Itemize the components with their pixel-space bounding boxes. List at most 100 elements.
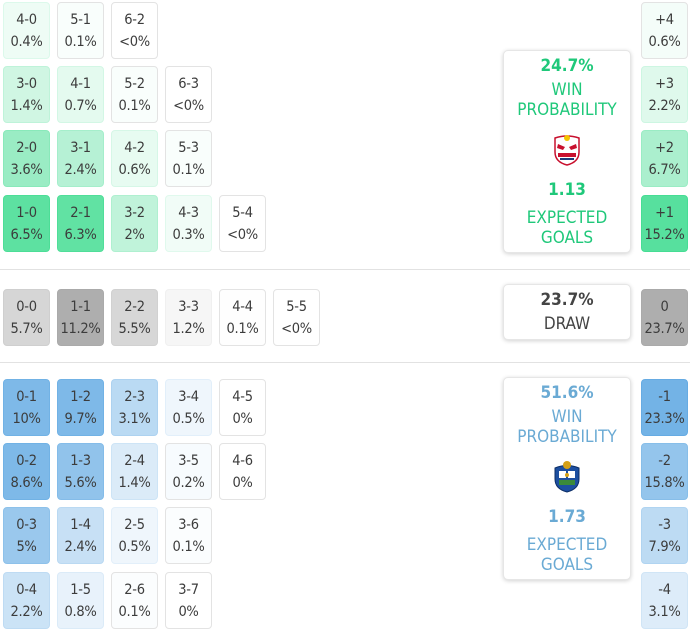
scoreline-probability: 0.7% bbox=[64, 97, 97, 114]
away-score-cell: 1-3 5.6% bbox=[57, 443, 104, 500]
scoreline-label: 1-2 bbox=[70, 388, 91, 405]
away-score-cell: 0-3 5% bbox=[3, 507, 50, 564]
scoreline-label: 4-0 bbox=[16, 11, 37, 28]
scoreline-label: 3-5 bbox=[178, 452, 199, 469]
away-win-label: WIN PROBABILITY bbox=[517, 407, 617, 447]
scoreline-probability: 0% bbox=[178, 603, 199, 620]
draw-score-cell: 0-0 5.7% bbox=[3, 289, 50, 346]
away-margin-cell: -3 7.9% bbox=[641, 507, 688, 564]
scoreline-label: 3-7 bbox=[178, 581, 199, 598]
scoreline-label: 3-0 bbox=[16, 75, 37, 92]
away-score-cell: 1-2 9.7% bbox=[57, 379, 104, 436]
home-summary-card: 24.7% WIN PROBABILITY 1.13 EXPECTED GOAL… bbox=[503, 50, 631, 253]
scoreline-probability: <0% bbox=[227, 226, 258, 243]
scoreline-probability: 8.6% bbox=[10, 474, 43, 491]
home-win-probability: 24.7% bbox=[540, 56, 594, 76]
scoreline-probability: 0% bbox=[232, 410, 253, 427]
away-score-cell: 0-4 2.2% bbox=[3, 572, 50, 629]
scoreline-probability: 2.4% bbox=[64, 161, 97, 178]
scoreline-probability: 0.1% bbox=[172, 161, 205, 178]
home-score-cell: 6-3 <0% bbox=[165, 66, 212, 123]
away-score-cell: 4-5 0% bbox=[219, 379, 266, 436]
scoreline-label: 1-3 bbox=[70, 452, 91, 469]
scoreline-label: 4-5 bbox=[232, 388, 253, 405]
scoreline-label: 2-1 bbox=[70, 204, 91, 221]
scoreline-probability: <0% bbox=[281, 320, 312, 337]
away-score-cell: 1-5 0.8% bbox=[57, 572, 104, 629]
scoreline-probability: 0.1% bbox=[226, 320, 259, 337]
scoreline-probability: 5.5% bbox=[118, 320, 151, 337]
scoreline-label: 0-3 bbox=[16, 516, 37, 533]
scoreline-probability: 23.3% bbox=[644, 410, 685, 427]
draw-score-cell: 1-1 11.2% bbox=[57, 289, 104, 346]
home-score-cell: 5-2 0.1% bbox=[111, 66, 158, 123]
scoreline-probability: 3.6% bbox=[10, 161, 43, 178]
scoreline-probability: 2.2% bbox=[10, 603, 43, 620]
away-score-cell: 2-5 0.5% bbox=[111, 507, 158, 564]
home-score-cell: 2-0 3.6% bbox=[3, 130, 50, 187]
scoreline-probability: 2% bbox=[124, 226, 145, 243]
home-score-cell: 3-0 1.4% bbox=[3, 66, 50, 123]
scoreline-label: 1-1 bbox=[70, 298, 91, 315]
scoreline-label: 3-6 bbox=[178, 516, 199, 533]
scoreline-label: 4-2 bbox=[124, 139, 145, 156]
home-score-cell: 5-3 0.1% bbox=[165, 130, 212, 187]
scoreline-probability: 9.7% bbox=[64, 410, 97, 427]
away-score-cell: 2-4 1.4% bbox=[111, 443, 158, 500]
scoreline-label: -1 bbox=[658, 388, 671, 405]
away-margin-cell: -2 15.8% bbox=[641, 443, 688, 500]
scoreline-label: 1-4 bbox=[70, 516, 91, 533]
draw-score-cell: 5-5 <0% bbox=[273, 289, 320, 346]
scoreline-label: 1-0 bbox=[16, 204, 37, 221]
away-win-probability: 51.6% bbox=[540, 383, 594, 403]
away-score-cell: 3-6 0.1% bbox=[165, 507, 212, 564]
scoreline-label: 2-6 bbox=[124, 581, 145, 598]
scoreline-probability: 0.3% bbox=[172, 226, 205, 243]
scoreline-probability: 0.6% bbox=[648, 33, 681, 50]
draw-label: DRAW bbox=[543, 314, 591, 334]
home-score-cell: 4-3 0.3% bbox=[165, 195, 212, 252]
fc-porto-crest-icon bbox=[550, 459, 584, 497]
away-margin-cell: -4 3.1% bbox=[641, 572, 688, 629]
scoreline-label: +2 bbox=[655, 139, 674, 156]
scoreline-probability: 5.6% bbox=[64, 474, 97, 491]
scoreline-label: -4 bbox=[658, 581, 671, 598]
away-expected-goals: 1.73 bbox=[548, 507, 586, 527]
scoreline-label: 5-1 bbox=[70, 11, 91, 28]
home-score-cell: 4-0 0.4% bbox=[3, 2, 50, 59]
scoreline-probability: 15.2% bbox=[644, 226, 685, 243]
scoreline-label: 4-4 bbox=[232, 298, 253, 315]
scoreline-probability: 0.5% bbox=[118, 538, 151, 555]
scoreline-probability: 0.8% bbox=[64, 603, 97, 620]
scoreline-probability: 0.5% bbox=[172, 410, 205, 427]
away-score-cell: 2-6 0.1% bbox=[111, 572, 158, 629]
scoreline-label: 3-1 bbox=[70, 139, 91, 156]
scoreline-label: 4-1 bbox=[70, 75, 91, 92]
draw-score-cell: 4-4 0.1% bbox=[219, 289, 266, 346]
home-expected-goals: 1.13 bbox=[548, 180, 586, 200]
draw-away-divider bbox=[0, 362, 690, 363]
home-score-cell: 4-2 0.6% bbox=[111, 130, 158, 187]
scoreline-probability: 3.1% bbox=[648, 603, 681, 620]
away-score-cell: 3-5 0.2% bbox=[165, 443, 212, 500]
red-bull-crest-icon bbox=[547, 132, 587, 170]
home-win-label: WIN PROBABILITY bbox=[517, 80, 617, 120]
home-score-cell: 2-1 6.3% bbox=[57, 195, 104, 252]
draw-margin-cell: 0 23.7% bbox=[641, 289, 688, 346]
away-score-cell: 3-4 0.5% bbox=[165, 379, 212, 436]
home-draw-divider bbox=[0, 269, 690, 270]
home-score-cell: 3-1 2.4% bbox=[57, 130, 104, 187]
scoreline-label: 5-5 bbox=[286, 298, 307, 315]
scoreline-probability: 6.5% bbox=[10, 226, 43, 243]
scoreline-probability: 1.2% bbox=[172, 320, 205, 337]
home-margin-cell: +1 15.2% bbox=[641, 195, 688, 252]
draw-summary-card: 23.7% DRAW bbox=[503, 284, 631, 340]
scoreline-label: 0-2 bbox=[16, 452, 37, 469]
away-margin-cell: -1 23.3% bbox=[641, 379, 688, 436]
scoreline-probability: 0.6% bbox=[118, 161, 151, 178]
scoreline-label: 6-3 bbox=[178, 75, 199, 92]
scoreline-label: 2-4 bbox=[124, 452, 145, 469]
scoreline-label: 2-5 bbox=[124, 516, 145, 533]
home-score-cell: 6-2 <0% bbox=[111, 2, 158, 59]
home-xg-label: EXPECTED GOALS bbox=[526, 208, 608, 248]
